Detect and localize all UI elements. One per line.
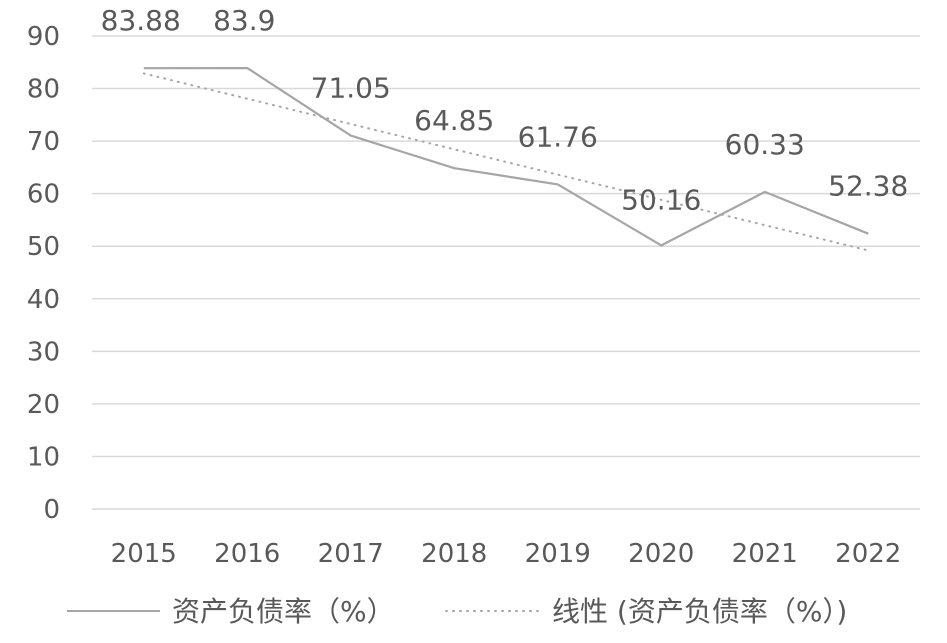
y-tick-label: 50	[27, 232, 60, 262]
legend-label-series: 资产负债率（%）	[172, 595, 395, 628]
trendline-layer	[144, 73, 869, 250]
data-label: 50.16	[621, 183, 701, 216]
x-tick-label: 2015	[111, 539, 177, 569]
x-tick-label: 2018	[421, 539, 487, 569]
y-tick-label: 90	[27, 22, 60, 52]
y-tick-label: 60	[27, 180, 60, 210]
data-label: 64.85	[414, 104, 494, 137]
y-tick-label: 10	[27, 442, 60, 472]
y-tick-label: 0	[43, 495, 60, 525]
data-label: 83.88	[101, 4, 181, 37]
y-tick-label: 30	[27, 337, 60, 367]
grid-layer	[92, 36, 920, 509]
legend: 资产负债率（%） 线性 (资产负债率（%）)	[67, 595, 847, 628]
y-tick-label: 80	[27, 75, 60, 105]
y-tick-label: 70	[27, 127, 60, 157]
x-tick-label: 2016	[214, 539, 280, 569]
legend-label-trendline: 线性 (资产负债率（%）)	[552, 595, 847, 628]
data-label: 52.38	[828, 170, 908, 203]
y-tick-label: 40	[27, 285, 60, 315]
x-tick-label: 2017	[318, 539, 384, 569]
trendline	[144, 73, 869, 250]
x-tick-label: 2020	[628, 539, 694, 569]
data-label: 61.76	[518, 120, 598, 153]
y-axis-ticks: 0 10 20 30 40 50 60 70 80 90	[27, 22, 60, 525]
x-tick-label: 2022	[835, 539, 901, 569]
data-label: 83.9	[213, 4, 275, 37]
data-label: 71.05	[311, 72, 391, 105]
data-label: 60.33	[725, 128, 805, 161]
y-tick-label: 20	[27, 390, 60, 420]
x-tick-label: 2021	[732, 539, 798, 569]
x-tick-label: 2019	[525, 539, 591, 569]
x-axis-ticks: 2015 2016 2017 2018 2019 2020 2021 2022	[111, 539, 902, 569]
